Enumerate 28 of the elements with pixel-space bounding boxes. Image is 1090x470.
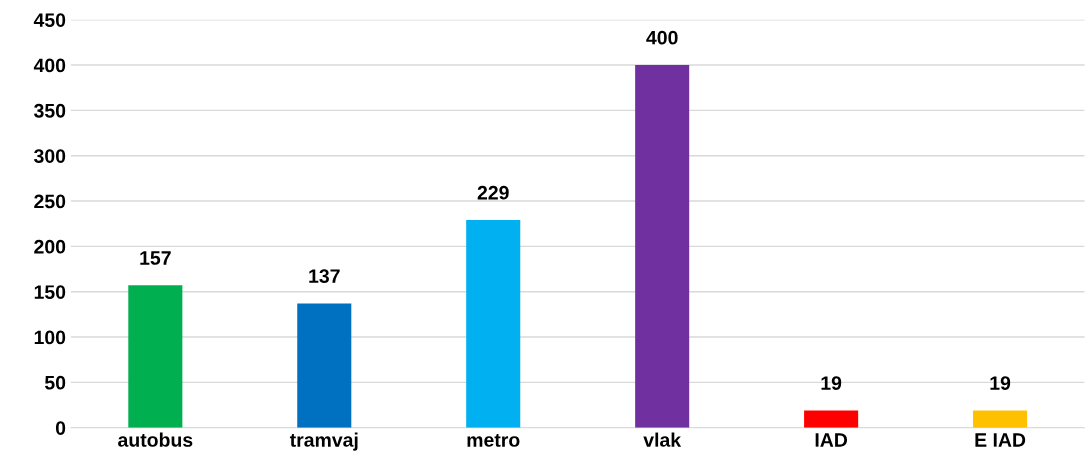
bar: [973, 410, 1028, 428]
y-tick-label: 50: [44, 375, 66, 390]
y-tick-label: 100: [34, 330, 66, 345]
data-label: 19: [821, 376, 842, 390]
data-label: 229: [477, 185, 509, 200]
x-tick-label: E IAD: [975, 433, 1026, 447]
x-tick-label: tramvaj: [289, 432, 358, 451]
x-tick-label: vlak: [643, 432, 682, 447]
x-tick-label: IAD: [815, 433, 848, 447]
x-tick-label: autobus: [118, 432, 193, 447]
y-tick-label: 350: [34, 103, 66, 118]
y-tick-label: 400: [33, 58, 66, 73]
y-tick-label: 0: [55, 421, 66, 435]
bar: [466, 220, 521, 428]
x-tick-label: metro: [467, 433, 520, 447]
bar: [128, 285, 183, 428]
y-tick-label: 450: [33, 13, 66, 27]
bar: [804, 410, 859, 428]
y-tick-label: 200: [34, 239, 66, 254]
data-label: 400: [646, 30, 678, 45]
data-label: 19: [990, 376, 1011, 390]
data-label: 157: [140, 251, 171, 265]
y-tick-label: 300: [34, 149, 66, 163]
data-label: 137: [309, 269, 340, 284]
y-tick-label: 250: [34, 194, 66, 209]
y-tick-label: 150: [34, 285, 66, 299]
bar: [297, 303, 352, 428]
bar: [635, 65, 690, 428]
